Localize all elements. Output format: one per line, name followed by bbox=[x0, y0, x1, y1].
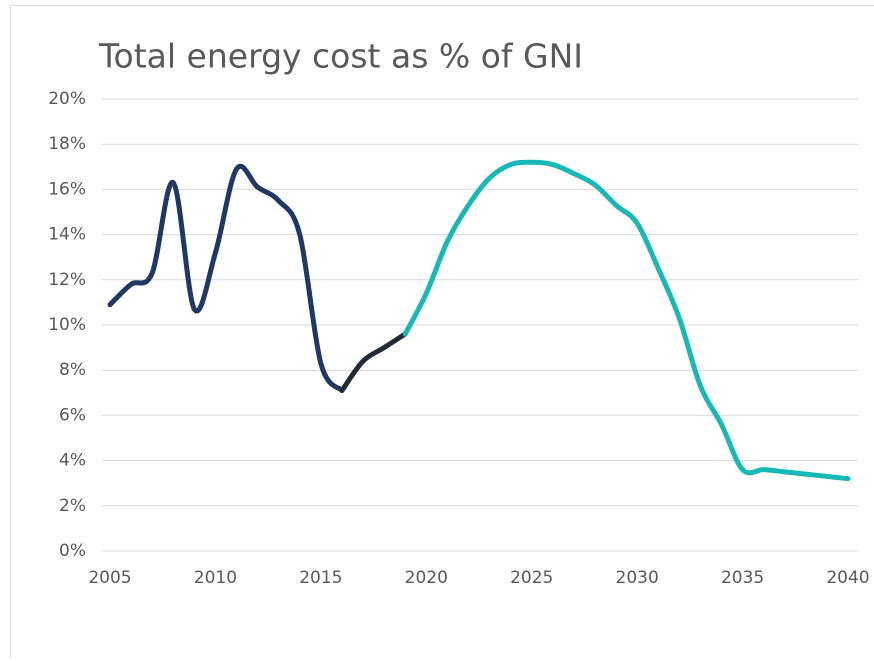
x-tick-label: 2035 bbox=[721, 568, 764, 588]
x-tick-label: 2015 bbox=[299, 568, 342, 588]
x-tick-label: 2020 bbox=[405, 568, 448, 588]
y-tick-label: 14% bbox=[48, 225, 86, 245]
y-tick-label: 8% bbox=[59, 360, 86, 380]
chart-frame bbox=[11, 6, 874, 658]
y-tick-label: 2% bbox=[59, 496, 86, 516]
y-tick-label: 12% bbox=[48, 270, 86, 290]
y-tick-label: 20% bbox=[48, 89, 86, 109]
chart-title: Total energy cost as % of GNI bbox=[98, 37, 583, 76]
x-tick-label: 2040 bbox=[826, 568, 869, 588]
y-tick-label: 16% bbox=[48, 179, 86, 199]
y-tick-label: 0% bbox=[59, 541, 86, 561]
y-tick-label: 18% bbox=[48, 134, 86, 154]
x-tick-label: 2005 bbox=[88, 568, 131, 588]
x-tick-label: 2025 bbox=[510, 568, 553, 588]
x-tick-label: 2010 bbox=[194, 568, 237, 588]
y-tick-label: 4% bbox=[59, 451, 86, 471]
y-tick-label: 6% bbox=[59, 405, 86, 425]
x-tick-label: 2030 bbox=[616, 568, 659, 588]
y-tick-label: 10% bbox=[48, 315, 86, 335]
